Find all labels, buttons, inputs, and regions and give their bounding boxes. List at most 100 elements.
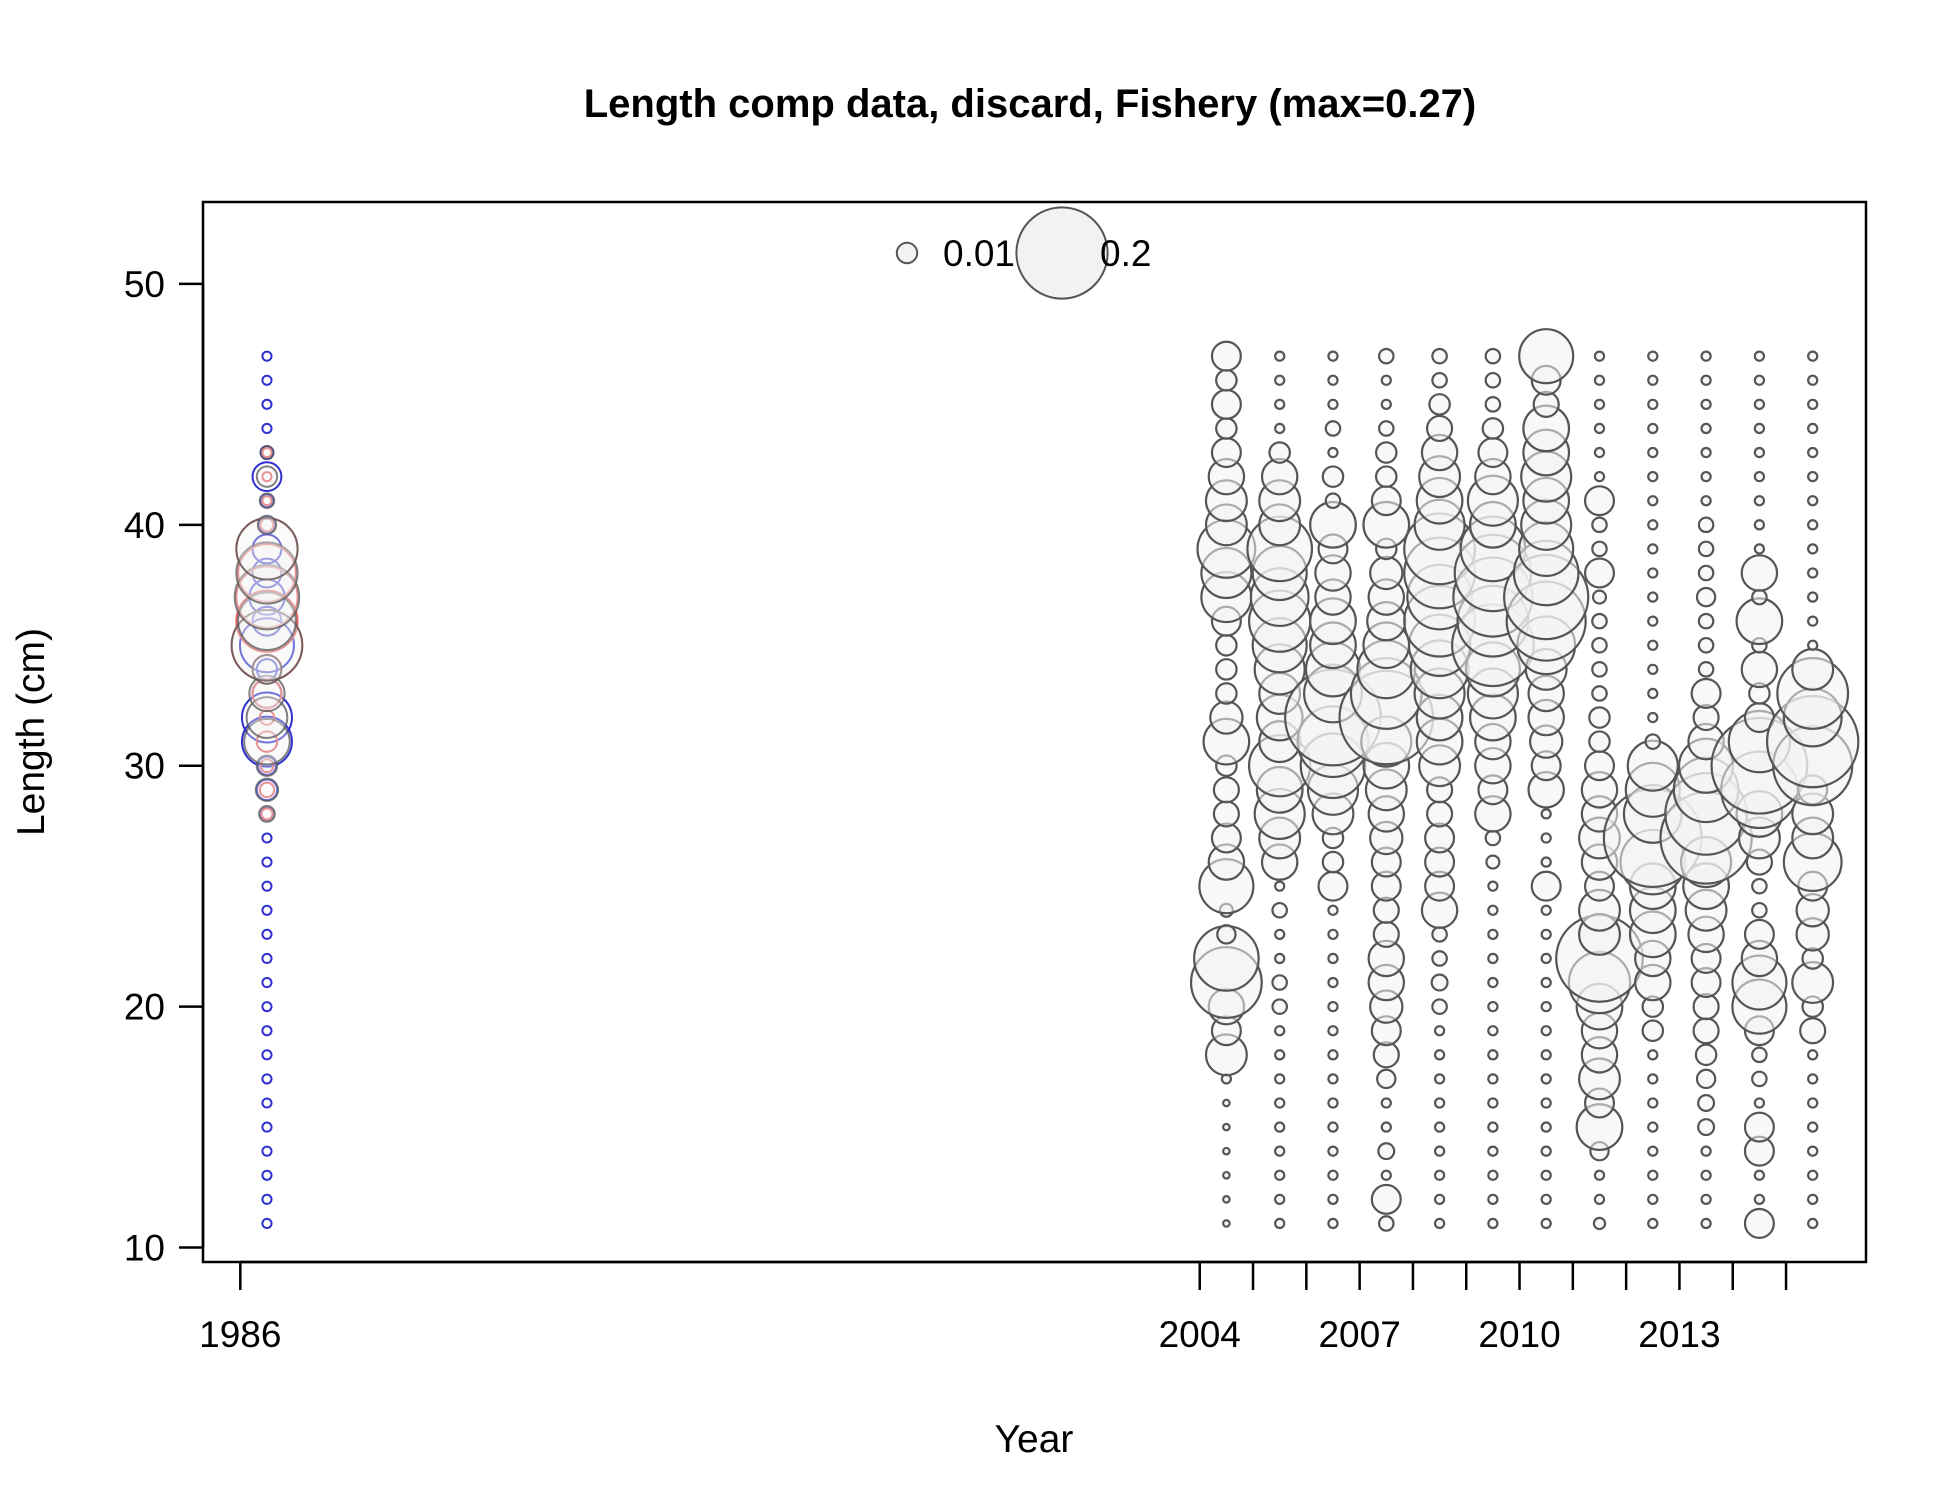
bubble — [1222, 1122, 1231, 1132]
bubble — [1807, 1193, 1819, 1206]
bubble-female — [261, 471, 273, 483]
bubble — [1647, 615, 1659, 627]
bubble — [1743, 1111, 1775, 1143]
bubble — [1753, 1193, 1766, 1206]
bubble — [1593, 1169, 1606, 1181]
bubble — [1487, 1169, 1499, 1181]
bubble — [1593, 422, 1606, 435]
bubble — [1215, 682, 1238, 705]
bubble — [1377, 1215, 1395, 1232]
bubble — [1540, 1097, 1552, 1109]
bubble — [1700, 398, 1712, 411]
bubble — [1647, 1217, 1659, 1230]
bubble — [1700, 350, 1712, 362]
bubble-male — [240, 691, 293, 744]
bubble — [1540, 808, 1552, 820]
bubble — [1753, 374, 1766, 386]
bubble — [1583, 750, 1616, 782]
bubble — [1753, 422, 1766, 435]
y-tick-label: 50 — [124, 264, 165, 305]
bubble — [1327, 1217, 1339, 1230]
y-axis: 10 20 30 40 50 — [124, 264, 205, 1269]
bubble — [1647, 567, 1659, 579]
bubble — [1210, 388, 1242, 420]
bubble — [1321, 850, 1345, 874]
bubble-female — [261, 446, 273, 459]
bubble — [1485, 854, 1501, 870]
bubble — [1647, 639, 1659, 651]
bubble — [1647, 543, 1659, 555]
bubble — [1327, 1073, 1339, 1085]
bubble — [1274, 1145, 1286, 1157]
bubble — [1380, 374, 1392, 386]
bubble — [1540, 1121, 1552, 1133]
bubble — [1327, 398, 1339, 411]
x-tick-label: 1986 — [199, 1314, 281, 1355]
bubble — [1268, 441, 1291, 464]
bubble — [1647, 1121, 1659, 1133]
bubble — [1540, 928, 1552, 941]
bubble — [1210, 822, 1242, 854]
bubble-female — [258, 781, 276, 799]
bubble — [1324, 492, 1342, 510]
bubble — [1697, 564, 1715, 582]
bubble — [1274, 1121, 1286, 1133]
bubble — [1327, 904, 1339, 916]
bubble — [1700, 1145, 1712, 1157]
bubble — [1694, 1043, 1718, 1067]
bubble — [1374, 465, 1398, 488]
bubble — [1593, 446, 1606, 459]
bubble-female — [259, 758, 275, 774]
bubble — [1540, 1193, 1552, 1206]
bubble — [1740, 650, 1779, 689]
bubble — [1215, 368, 1238, 392]
bubble — [1540, 952, 1552, 965]
bubble — [1540, 1169, 1552, 1181]
bubble — [1487, 1000, 1499, 1013]
bubble-female — [235, 565, 299, 629]
bubble — [1753, 1169, 1766, 1181]
bubble — [1274, 1025, 1286, 1037]
bubble — [1697, 661, 1715, 678]
bubble — [1540, 1145, 1552, 1157]
bubble — [1222, 1170, 1231, 1180]
bubble — [243, 717, 291, 766]
bubble — [1647, 711, 1659, 724]
bubble — [1215, 633, 1238, 657]
bubble — [1692, 1017, 1720, 1045]
bubble — [1380, 1121, 1392, 1133]
bubble — [1377, 420, 1395, 437]
bubble-male — [261, 1097, 273, 1109]
bubble — [1433, 1145, 1446, 1157]
bubble — [1697, 540, 1715, 558]
bubble-female — [261, 495, 273, 507]
bubble — [1317, 870, 1349, 902]
bubble-legend: 0.01 0.2 — [895, 206, 1151, 300]
bubble — [1807, 591, 1819, 603]
bubble — [1274, 1073, 1286, 1085]
bubble — [1647, 591, 1659, 603]
bubble — [1540, 1217, 1552, 1230]
bubble — [1274, 422, 1286, 435]
bubble — [1697, 612, 1715, 630]
bubble — [255, 754, 279, 777]
bubble-female — [237, 543, 297, 603]
y-tick-label: 20 — [124, 987, 165, 1028]
bubble — [1700, 446, 1712, 459]
bubble — [254, 777, 280, 802]
bubble-male — [261, 398, 273, 410]
bubble — [1274, 952, 1286, 965]
bubble — [1647, 398, 1659, 411]
bubble-male — [261, 856, 273, 868]
bubble — [1647, 687, 1659, 700]
bubble — [1212, 776, 1240, 804]
bubble — [1487, 1025, 1499, 1037]
bubble — [1327, 1025, 1339, 1037]
bubble — [1487, 928, 1499, 941]
bubble — [1481, 417, 1505, 440]
bubble — [1588, 706, 1611, 729]
bubble — [1591, 685, 1608, 702]
bubble — [1274, 1217, 1286, 1230]
bubble-male — [261, 1025, 273, 1037]
bubble-female — [255, 730, 279, 753]
